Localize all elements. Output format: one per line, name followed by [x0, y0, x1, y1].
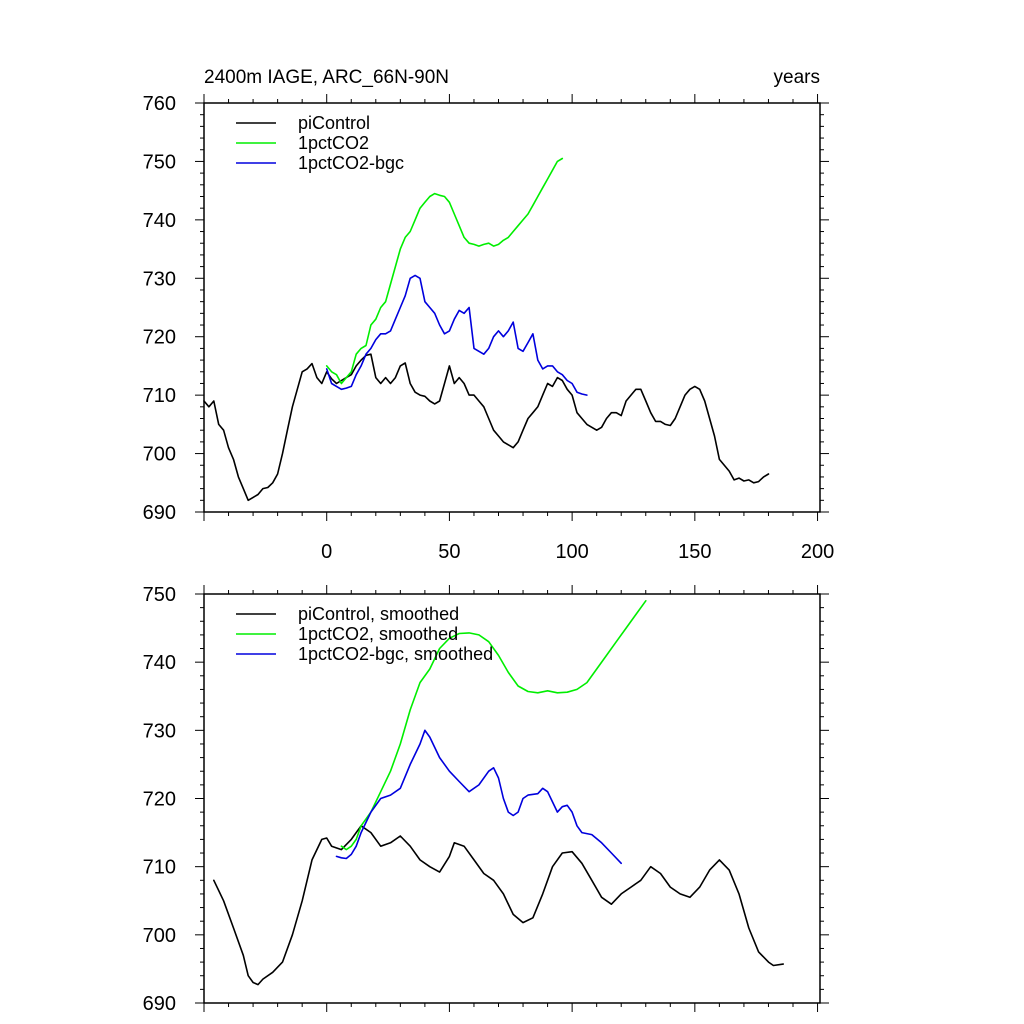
top-series-line-2: [325, 157, 564, 385]
top-legend-label: 1pctCO2-bgc: [298, 153, 404, 173]
top-y-tick-label: 720: [143, 327, 176, 349]
bottom-plot-frame: [203, 593, 821, 1004]
bottom-y-tick-label: 700: [143, 925, 176, 947]
top-y-tick-label: 710: [143, 385, 176, 407]
top-plot-frame: [203, 102, 821, 513]
bottom-series-line-2: [340, 600, 647, 851]
figure-title: 2400m IAGE, ARC_66N-90N: [204, 67, 449, 88]
top-x-tick-label: 200: [801, 541, 834, 563]
top-series-line-3: [325, 274, 588, 396]
bottom-y-tick-label: 740: [143, 652, 176, 674]
bottom-series-line-3: [335, 729, 622, 865]
bottom-legend-label: 1pctCO2, smoothed: [298, 624, 458, 644]
top-x-tick-label: 50: [438, 541, 460, 563]
top-y-tick-label: 750: [143, 151, 176, 173]
bottom-y-tick-label: 690: [143, 993, 176, 1015]
bottom-series-line-1: [213, 825, 784, 986]
top-y-tick-label: 690: [143, 502, 176, 524]
bottom-panel: 690 700 710 720 730 740 750 piControl, smoothed…: [143, 584, 829, 1015]
top-y-tick-label: 740: [143, 210, 176, 232]
top-y-tick-label: 730: [143, 268, 176, 290]
top-x-tick-label: 100: [555, 541, 588, 563]
bottom-legend-label: piControl, smoothed: [298, 604, 459, 624]
bottom-legend-label: 1pctCO2-bgc, smoothed: [298, 644, 493, 664]
bottom-y-tick-label: 750: [143, 584, 176, 606]
top-series-line-1: [203, 353, 770, 502]
top-x-tick-label: 150: [678, 541, 711, 563]
top-x-tick-label: 0: [321, 541, 332, 563]
bottom-y-tick-label: 720: [143, 789, 176, 811]
top-y-tick-label: 760: [143, 93, 176, 115]
bottom-y-tick-label: 730: [143, 720, 176, 742]
top-legend-label: 1pctCO2: [298, 133, 369, 153]
top-y-tick-label: 700: [143, 444, 176, 466]
bottom-y-tick-label: 710: [143, 857, 176, 879]
x-axis-unit-label: years: [774, 67, 820, 88]
top-legend-label: piControl: [298, 113, 370, 133]
top-panel: 690 700 710 720 730 740 750 760 0 50 100 150 200 piCo…: [143, 93, 835, 563]
